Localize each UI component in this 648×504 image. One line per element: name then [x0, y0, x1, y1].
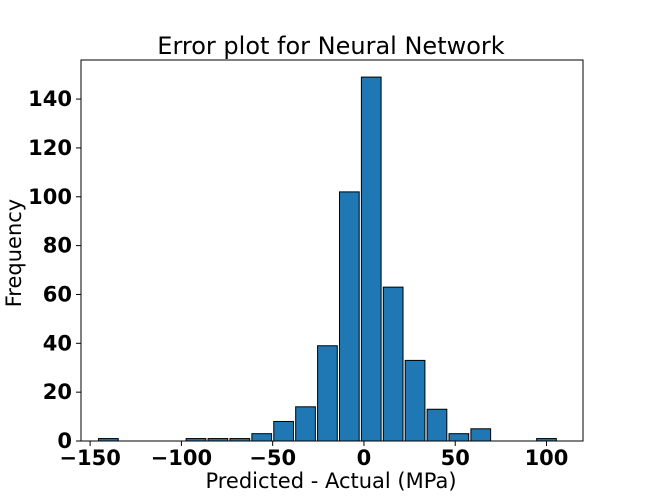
histogram-bar [273, 420, 294, 442]
histogram-bar [338, 191, 360, 442]
histogram-bar [317, 345, 338, 442]
plot-frame [80, 59, 584, 442]
histogram-bar [382, 286, 404, 442]
y-tick-label: 140 [28, 87, 72, 111]
histogram-bar [295, 406, 316, 442]
x-tick-label: 100 [525, 446, 569, 470]
y-tick-label: 60 [43, 282, 72, 306]
y-tick-label: 100 [28, 185, 72, 209]
y-axis-ticks: 0 20 40 60 80 100 120 140 [28, 87, 81, 453]
chart-title: Error plot for Neural Network [157, 32, 504, 60]
x-axis-ticks: −150 −100 −50 0 50 100 [59, 441, 568, 470]
y-tick-label: 20 [43, 380, 72, 404]
x-tick-label: −50 [249, 446, 296, 470]
x-tick-label: 0 [357, 446, 372, 470]
x-axis-label: Predicted - Actual (MPa) [205, 469, 456, 493]
y-tick-label: 120 [28, 136, 72, 160]
histogram-bar [426, 408, 448, 442]
y-tick-label: 80 [43, 234, 72, 258]
histogram-bar [470, 428, 492, 442]
y-tick-label: 40 [43, 331, 72, 355]
x-tick-label: −150 [59, 446, 120, 470]
histogram-bar [404, 359, 426, 442]
x-tick-label: −100 [151, 446, 212, 470]
y-axis-label: Frequency [2, 199, 26, 308]
bars-group [98, 76, 557, 442]
histogram-bar [360, 76, 382, 442]
y-tick-label: 0 [57, 429, 72, 453]
x-tick-label: 50 [441, 446, 470, 470]
histogram-bar [251, 433, 273, 442]
histogram-bar [448, 433, 470, 442]
